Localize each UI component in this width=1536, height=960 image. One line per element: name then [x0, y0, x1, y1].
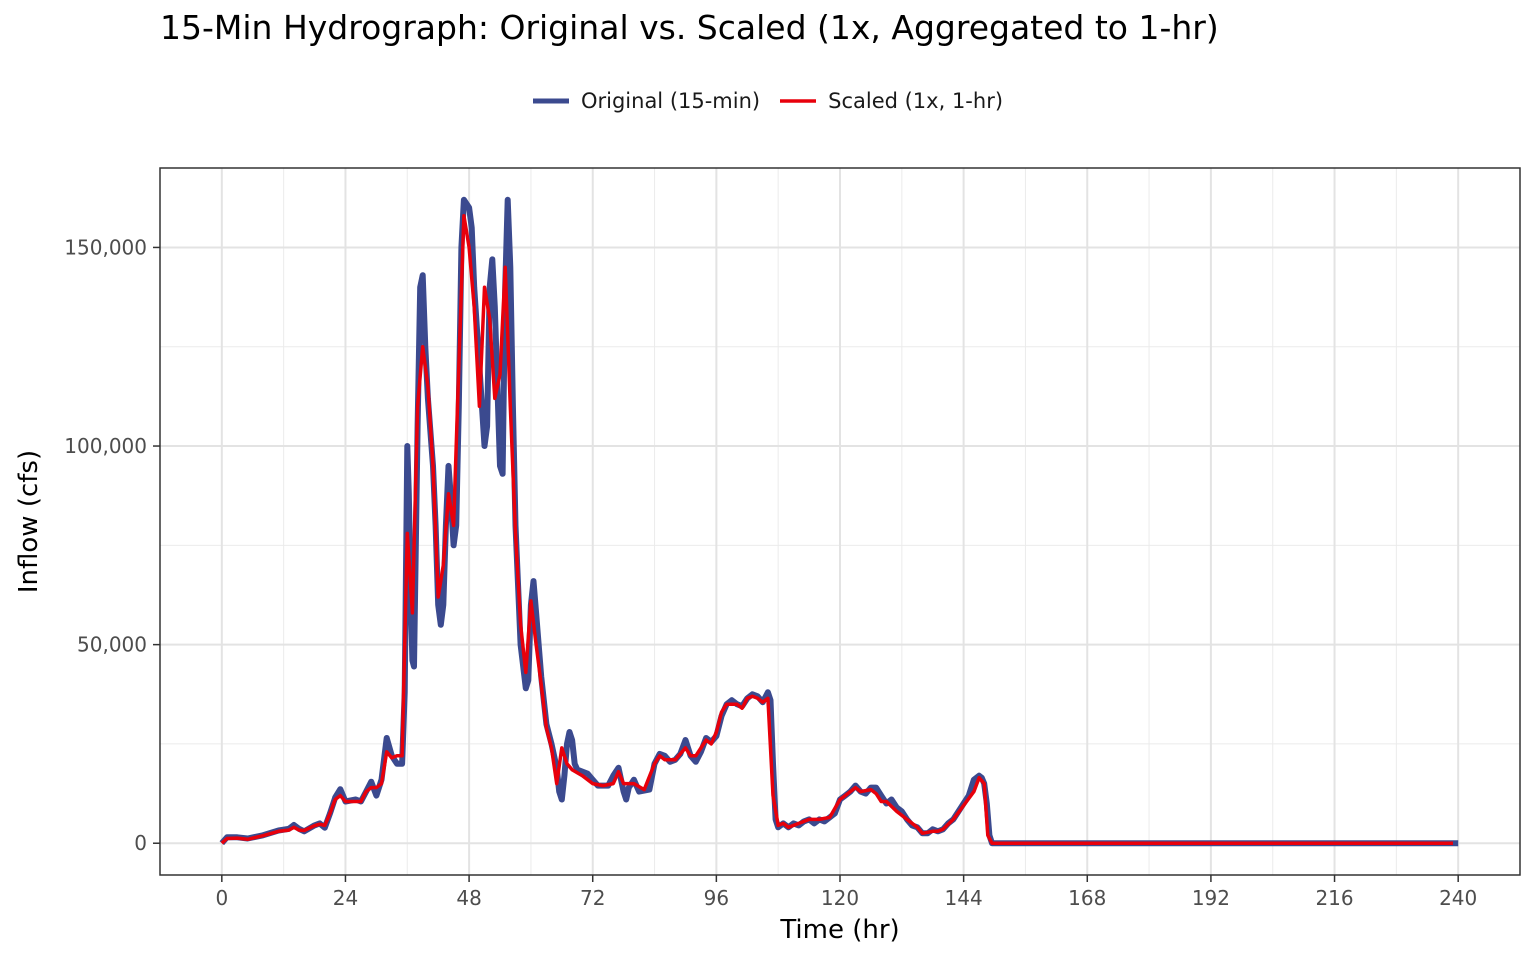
x-tick-label: 216 — [1315, 886, 1353, 910]
legend-item-original: Original (15-min) — [532, 89, 761, 113]
chart-title: 15-Min Hydrograph: Original vs. Scaled (… — [160, 8, 1219, 47]
series-line-original — [219, 196, 1459, 847]
x-tick-label: 0 — [215, 886, 228, 910]
legend-key-original — [532, 98, 569, 104]
x-tick-label: 144 — [945, 886, 983, 910]
legend-label-original: Original (15-min) — [580, 89, 761, 113]
x-axis-title: Time (hr) — [779, 915, 899, 945]
legend-item-scaled: Scaled (1x, 1-hr) — [780, 89, 1003, 113]
x-tick-label: 72 — [580, 886, 605, 910]
x-tick-label: 24 — [333, 886, 358, 910]
series-line-scaled — [220, 213, 1453, 845]
x-tick-label: 120 — [821, 886, 859, 910]
y-tick-label: 0 — [134, 831, 147, 855]
y-tick-label: 150,000 — [64, 235, 147, 259]
x-tick-label: 96 — [704, 886, 729, 910]
x-tick-label: 48 — [456, 886, 481, 910]
y-axis-title: Inflow (cfs) — [14, 450, 44, 593]
legend-label-scaled: Scaled (1x, 1-hr) — [828, 89, 1004, 113]
legend: Original (15-min) Scaled (1x, 1-hr) — [0, 84, 1536, 118]
legend-key-scaled — [780, 99, 817, 103]
x-tick-label: 192 — [1192, 886, 1230, 910]
x-tick-label: 240 — [1439, 886, 1477, 910]
y-tick-label: 50,000 — [77, 633, 147, 657]
y-tick-label: 100,000 — [64, 434, 147, 458]
x-tick-label: 168 — [1068, 886, 1106, 910]
